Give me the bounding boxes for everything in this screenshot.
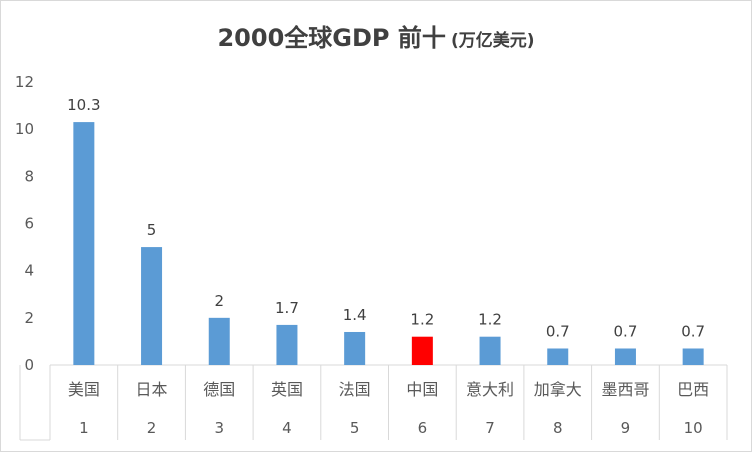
y-tick-label: 6 <box>24 215 34 233</box>
data-label: 1.7 <box>275 299 299 317</box>
rank-label: 3 <box>214 419 224 437</box>
category-label: 美国 <box>68 380 100 399</box>
data-label: 1.2 <box>478 311 502 329</box>
chart-title: 2000全球GDP 前十 (万亿美元) <box>0 18 752 53</box>
category-label: 中国 <box>406 380 438 399</box>
rank-label: 6 <box>418 419 428 437</box>
bar-5 <box>344 331 366 365</box>
chart-title-main: 2000全球GDP 前十 <box>217 24 446 52</box>
data-label: 0.7 <box>546 322 570 340</box>
bar-3 <box>208 317 230 365</box>
data-label: 10.3 <box>67 96 100 114</box>
y-tick-label: 2 <box>24 309 34 327</box>
rank-label: 8 <box>553 419 563 437</box>
rank-label: 5 <box>350 419 360 437</box>
category-label: 意大利 <box>466 380 514 399</box>
y-tick-label: 12 <box>15 73 34 91</box>
y-tick-label: 4 <box>24 262 34 280</box>
category-label: 巴西 <box>677 380 709 399</box>
y-tick-label: 10 <box>15 120 34 138</box>
rank-label: 10 <box>684 419 703 437</box>
category-label: 德国 <box>203 380 235 399</box>
y-tick-label: 8 <box>24 167 34 185</box>
data-label: 0.7 <box>614 322 638 340</box>
data-label: 1.4 <box>343 306 367 324</box>
rank-label: 4 <box>282 419 292 437</box>
bar-2 <box>141 247 163 365</box>
data-label: 1.2 <box>410 311 434 329</box>
data-label: 0.7 <box>681 322 705 340</box>
category-label: 加拿大 <box>534 380 582 399</box>
bar-10 <box>682 348 704 365</box>
data-label: 2 <box>214 292 224 310</box>
chart-title-unit: (万亿美元) <box>450 31 535 51</box>
rank-label: 7 <box>485 419 495 437</box>
bar-7 <box>479 336 501 365</box>
bar-8 <box>547 348 569 365</box>
category-label: 墨西哥 <box>601 380 649 399</box>
category-label: 日本 <box>136 380 168 399</box>
bar-9 <box>614 348 636 365</box>
category-label: 英国 <box>271 380 303 399</box>
rank-label: 2 <box>147 419 157 437</box>
rank-label: 9 <box>621 419 631 437</box>
data-label: 5 <box>147 221 157 239</box>
bar-4 <box>276 324 298 365</box>
bar-1 <box>73 122 95 365</box>
bar-6 <box>411 336 433 365</box>
category-label: 法国 <box>339 380 371 399</box>
y-tick-label: 0 <box>24 356 34 374</box>
rank-label: 1 <box>79 419 89 437</box>
